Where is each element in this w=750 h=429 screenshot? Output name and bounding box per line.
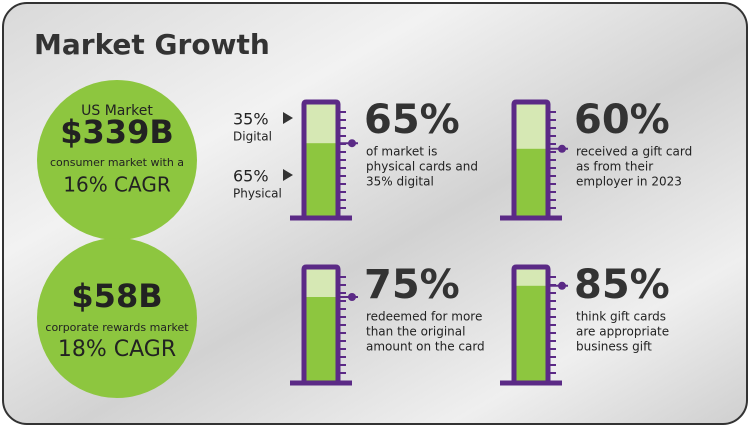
stat-desc: than the original <box>366 325 465 339</box>
circle-text: $58B <box>71 277 162 315</box>
stat-desc: received a gift card <box>576 145 692 159</box>
stat-desc: are appropriate <box>576 325 669 339</box>
side-name: Physical <box>233 187 282 201</box>
stat-desc: physical cards and <box>366 160 478 174</box>
circle <box>37 238 197 398</box>
pointer-dot <box>558 144 566 153</box>
stat-desc: employer in 2023 <box>576 175 682 189</box>
gauge-fill <box>306 143 336 216</box>
circle-text: US Market <box>81 103 153 119</box>
circle-text: consumer market with a <box>50 156 184 169</box>
stat-value: 85% <box>574 262 670 308</box>
pointer-dot <box>348 139 356 148</box>
stat-value: 60% <box>574 97 670 143</box>
circle <box>37 80 197 240</box>
circle-text: corporate rewards market <box>45 321 189 334</box>
gauge-tube <box>301 99 341 216</box>
stat-value: 65% <box>364 97 460 143</box>
side-percent: 35% <box>233 110 269 129</box>
circle-text: 16% CAGR <box>63 173 171 197</box>
gauge-fill <box>516 148 546 216</box>
stat-desc: 35% digital <box>366 175 434 189</box>
gauge-fill <box>306 297 336 381</box>
arrow <box>283 112 293 124</box>
pointer-dot <box>348 293 356 301</box>
gauge-tube <box>511 264 551 381</box>
pointer-dot <box>558 281 566 290</box>
stat-desc: redeemed for more <box>366 310 482 324</box>
stat-desc: think gift cards <box>576 310 666 324</box>
gauge-tube <box>511 99 551 216</box>
stat-desc: business gift <box>576 340 652 354</box>
stat-desc: of market is <box>366 145 437 159</box>
gauge-fill <box>516 285 546 381</box>
circle-text: 18% CAGR <box>58 337 176 362</box>
side-name: Digital <box>233 130 272 144</box>
stat-desc: amount on the card <box>366 340 485 354</box>
side-percent: 65% <box>233 167 269 186</box>
circle-text: $339B <box>60 113 173 151</box>
stat-desc: as from their <box>576 160 653 174</box>
title: Market Growth <box>34 28 270 61</box>
stat-value: 75% <box>364 262 460 308</box>
gauge-tube <box>301 264 341 381</box>
arrow <box>283 169 293 181</box>
